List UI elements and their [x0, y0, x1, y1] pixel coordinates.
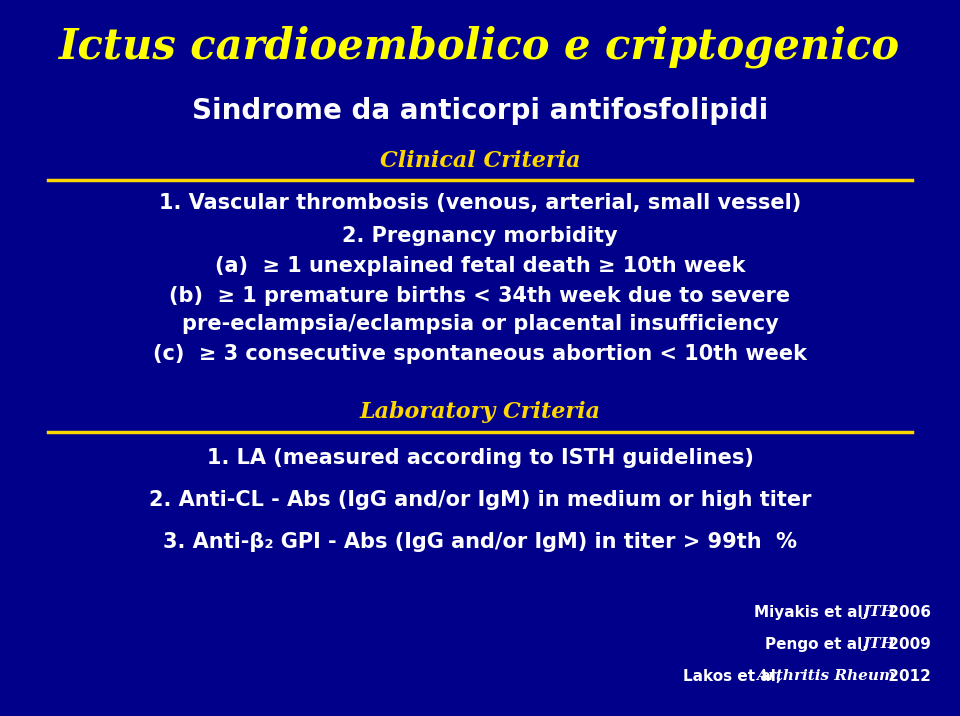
Text: 3. Anti-β₂ GPI - Abs (IgG and/or IgM) in titer > 99th  %: 3. Anti-β₂ GPI - Abs (IgG and/or IgM) in…: [163, 532, 797, 552]
Text: 2009: 2009: [883, 637, 931, 652]
Text: Ictus cardioembolico e criptogenico: Ictus cardioembolico e criptogenico: [60, 25, 900, 67]
Text: JTH: JTH: [862, 637, 895, 652]
Text: 2006: 2006: [883, 605, 931, 620]
Text: 1. LA (measured according to ISTH guidelines): 1. LA (measured according to ISTH guidel…: [206, 448, 754, 468]
Text: Pengo et al,: Pengo et al,: [765, 637, 874, 652]
Text: 1. Vascular thrombosis (venous, arterial, small vessel): 1. Vascular thrombosis (venous, arterial…: [158, 193, 802, 213]
Text: Miyakis et al,: Miyakis et al,: [755, 605, 874, 620]
Text: 2. Pregnancy morbidity: 2. Pregnancy morbidity: [342, 226, 618, 246]
Text: 2. Anti-CL - Abs (IgG and/or IgM) in medium or high titer: 2. Anti-CL - Abs (IgG and/or IgM) in med…: [149, 490, 811, 510]
Text: Arthritis Rheum: Arthritis Rheum: [756, 669, 895, 684]
Text: JTH: JTH: [862, 605, 895, 619]
Text: Clinical Criteria: Clinical Criteria: [380, 150, 580, 173]
Text: (b)  ≥ 1 premature births < 34th week due to severe
pre-eclampsia/eclampsia or p: (b) ≥ 1 premature births < 34th week due…: [169, 286, 791, 334]
Text: Laboratory Criteria: Laboratory Criteria: [359, 401, 601, 423]
Text: (c)  ≥ 3 consecutive spontaneous abortion < 10th week: (c) ≥ 3 consecutive spontaneous abortion…: [153, 344, 807, 364]
Text: Sindrome da anticorpi antifosfolipidi: Sindrome da anticorpi antifosfolipidi: [192, 97, 768, 125]
Text: Lakos et al,: Lakos et al,: [684, 669, 787, 684]
Text: 2012: 2012: [883, 669, 931, 684]
Text: (a)  ≥ 1 unexplained fetal death ≥ 10th week: (a) ≥ 1 unexplained fetal death ≥ 10th w…: [215, 256, 745, 276]
